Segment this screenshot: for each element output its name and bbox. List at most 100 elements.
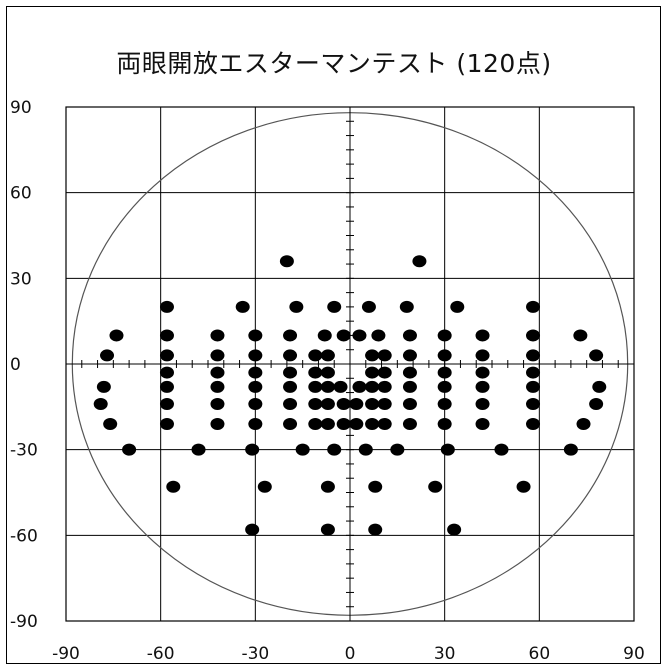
test-point bbox=[210, 329, 225, 342]
test-point bbox=[159, 349, 174, 362]
test-point bbox=[494, 443, 509, 456]
test-point bbox=[210, 349, 225, 362]
test-point bbox=[475, 349, 490, 362]
test-point bbox=[402, 329, 417, 342]
test-point bbox=[159, 300, 174, 313]
test-point bbox=[576, 417, 591, 430]
test-point bbox=[327, 443, 342, 456]
test-point bbox=[336, 397, 351, 410]
test-points bbox=[93, 255, 607, 536]
test-point bbox=[159, 380, 174, 393]
test-point bbox=[308, 380, 323, 393]
test-point bbox=[365, 349, 380, 362]
test-point bbox=[336, 329, 351, 342]
test-point bbox=[210, 417, 225, 430]
test-point bbox=[526, 417, 541, 430]
test-point bbox=[440, 443, 455, 456]
center-axes bbox=[66, 107, 634, 621]
test-point bbox=[248, 397, 263, 410]
test-point bbox=[320, 480, 335, 493]
test-point bbox=[377, 397, 392, 410]
test-point bbox=[317, 329, 332, 342]
test-point bbox=[283, 366, 298, 379]
test-point bbox=[377, 366, 392, 379]
test-point bbox=[526, 349, 541, 362]
test-point bbox=[159, 397, 174, 410]
test-point bbox=[210, 397, 225, 410]
test-point bbox=[191, 443, 206, 456]
test-point bbox=[308, 349, 323, 362]
test-point bbox=[283, 329, 298, 342]
test-point bbox=[245, 443, 260, 456]
test-point bbox=[159, 417, 174, 430]
test-point bbox=[437, 397, 452, 410]
test-point bbox=[402, 366, 417, 379]
test-point bbox=[96, 380, 111, 393]
x-tick-label: 60 bbox=[529, 644, 551, 664]
test-point bbox=[402, 417, 417, 430]
test-point bbox=[349, 397, 364, 410]
test-point bbox=[368, 480, 383, 493]
test-point bbox=[308, 417, 323, 430]
test-point bbox=[428, 480, 443, 493]
test-point bbox=[447, 523, 462, 536]
test-point bbox=[289, 300, 304, 313]
y-tick-label: 0 bbox=[10, 355, 21, 375]
y-tick-label: 30 bbox=[10, 269, 32, 289]
y-tick-label: 60 bbox=[10, 184, 32, 204]
test-point bbox=[100, 349, 115, 362]
test-point bbox=[371, 329, 386, 342]
tick-labels: -90 -60 -30 0 30 60 90 90 60 30 0 -30 -60 -90 bbox=[10, 98, 645, 664]
test-point bbox=[475, 380, 490, 393]
x-tick-label: -60 bbox=[147, 644, 175, 664]
test-point bbox=[358, 443, 373, 456]
test-point bbox=[377, 349, 392, 362]
x-tick-label: 0 bbox=[345, 644, 356, 664]
test-point bbox=[283, 349, 298, 362]
test-point bbox=[475, 366, 490, 379]
test-point bbox=[475, 329, 490, 342]
test-point bbox=[437, 366, 452, 379]
test-point bbox=[437, 417, 452, 430]
test-point bbox=[248, 349, 263, 362]
test-point bbox=[368, 523, 383, 536]
test-point bbox=[573, 329, 588, 342]
test-point bbox=[365, 417, 380, 430]
test-point bbox=[248, 366, 263, 379]
test-point bbox=[283, 380, 298, 393]
x-tick-label: 90 bbox=[623, 644, 645, 664]
test-point bbox=[365, 397, 380, 410]
test-point bbox=[365, 366, 380, 379]
test-point bbox=[475, 417, 490, 430]
test-point bbox=[248, 329, 263, 342]
test-point bbox=[563, 443, 578, 456]
test-point bbox=[399, 300, 414, 313]
test-point bbox=[210, 380, 225, 393]
test-point bbox=[103, 417, 118, 430]
test-point bbox=[248, 380, 263, 393]
test-point bbox=[320, 417, 335, 430]
test-point bbox=[450, 300, 465, 313]
test-point bbox=[377, 417, 392, 430]
test-point bbox=[320, 523, 335, 536]
test-point bbox=[159, 329, 174, 342]
test-point bbox=[402, 349, 417, 362]
test-point bbox=[159, 366, 174, 379]
test-point bbox=[365, 380, 380, 393]
test-point bbox=[526, 300, 541, 313]
y-tick-label: -90 bbox=[10, 612, 38, 632]
test-point bbox=[308, 397, 323, 410]
test-point bbox=[352, 329, 367, 342]
test-point bbox=[295, 443, 310, 456]
test-point bbox=[320, 349, 335, 362]
test-point bbox=[93, 397, 108, 410]
test-point bbox=[526, 329, 541, 342]
x-tick-label: 30 bbox=[434, 644, 456, 664]
test-point bbox=[320, 380, 335, 393]
test-point bbox=[109, 329, 124, 342]
test-point bbox=[390, 443, 405, 456]
x-tick-label: -90 bbox=[52, 644, 80, 664]
test-point bbox=[592, 380, 607, 393]
test-point bbox=[166, 480, 181, 493]
